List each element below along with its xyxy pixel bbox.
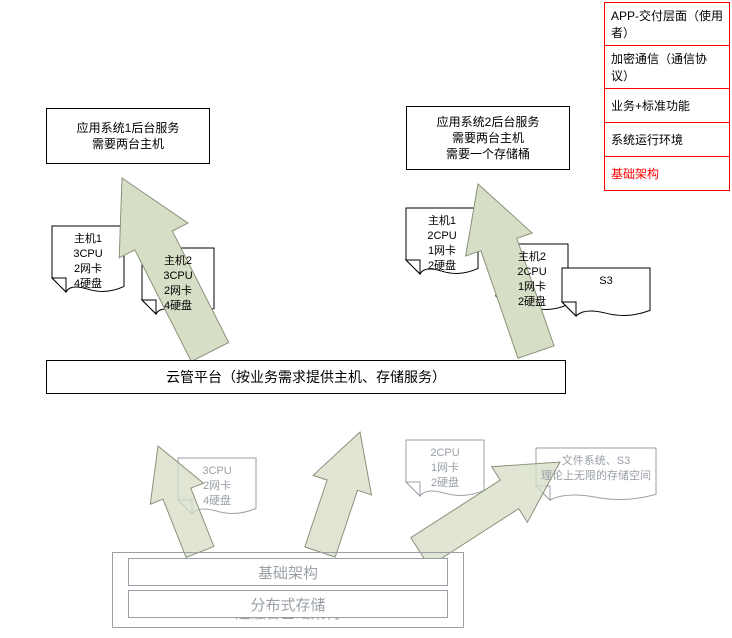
stack-inner-0-label: 基础架构 — [258, 562, 318, 583]
platform-box: 云管平台（按业务需求提供主机、存储服务） — [46, 360, 566, 394]
legend-row-0: APP-交付层面（使用者） — [604, 2, 730, 46]
stack-inner-1-label: 分布式存储 — [250, 594, 325, 615]
note-b-host2-text: 主机2 2CPU 1网卡 2硬盘 — [496, 250, 568, 309]
app2-box: 应用系统2后台服务 需要两台主机 需要一个存储桶 — [406, 106, 570, 170]
legend-row-1: 加密通信（通信协议） — [604, 46, 730, 89]
note-c-spec2-text: 2CPU 1网卡 2硬盘 — [406, 446, 484, 491]
legend-row-2: 业务+标准功能 — [604, 89, 730, 123]
app1-box: 应用系统1后台服务 需要两台主机 — [46, 108, 210, 164]
note-b-host1-text: 主机1 2CPU 1网卡 2硬盘 — [406, 214, 478, 273]
legend-table: APP-交付层面（使用者）加密通信（通信协议）业务+标准功能系统运行环境基础架构 — [604, 2, 730, 191]
note-a-host1-text: 主机1 3CPU 2网卡 4硬盘 — [52, 232, 124, 291]
legend-row-3: 系统运行环境 — [604, 123, 730, 157]
stack-inner-1: 分布式存储 — [128, 590, 448, 618]
note-c-spec1-text: 3CPU 2网卡 4硬盘 — [178, 464, 256, 509]
note-a-host2-text: 主机2 3CPU 2网卡 4硬盘 — [142, 254, 214, 313]
diagram-stage: APP-交付层面（使用者）加密通信（通信协议）业务+标准功能系统运行环境基础架构… — [0, 0, 732, 638]
note-c-spec3-text: 文件系统、S3 理论上无限的存储空间 — [536, 454, 656, 484]
note-b-s3-text: S3 — [562, 274, 650, 289]
stack-inner-0: 基础架构 — [128, 558, 448, 586]
legend-row-4: 基础架构 — [604, 157, 730, 191]
